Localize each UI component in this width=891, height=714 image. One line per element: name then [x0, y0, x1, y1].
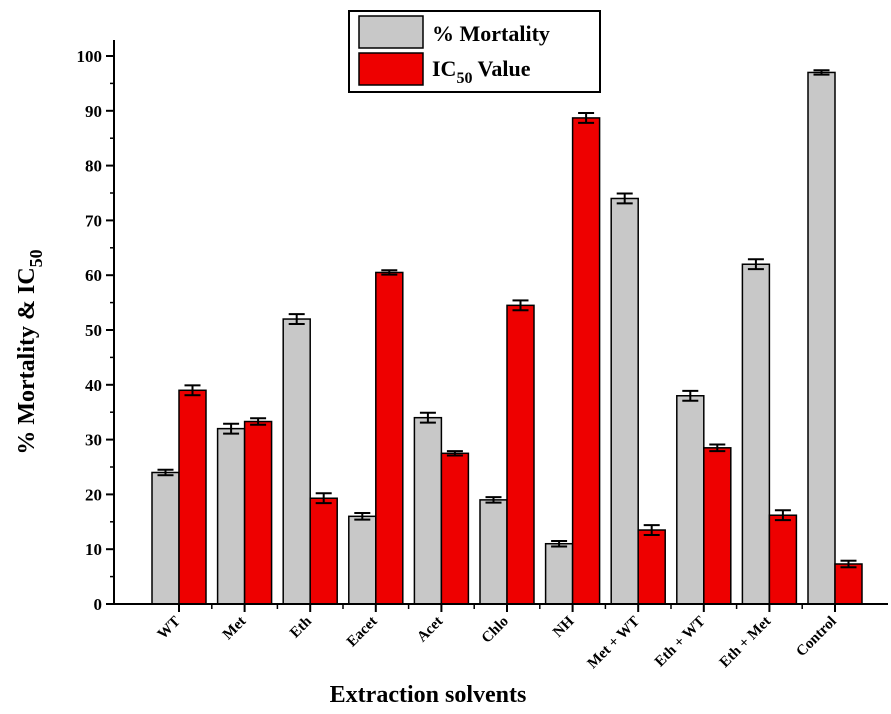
x-axis-title: Extraction solvents: [330, 682, 527, 708]
bar-mortality: [676, 395, 705, 605]
bar-ic50: [309, 497, 338, 605]
bar-mortality: [741, 263, 771, 605]
legend-label-mortality: % Mortality: [432, 21, 550, 46]
x-tick-label: WT: [155, 614, 184, 643]
bar-mortality: [282, 318, 311, 605]
x-tick-label: Acet: [414, 614, 446, 646]
bar-mortality: [807, 71, 836, 605]
bar-mortality: [413, 416, 443, 605]
x-axis-ticks: WT Met Eth Eacet Acet Chlo NH Met + WT Eth + WT E…: [155, 604, 840, 672]
x-tick-label: NH: [550, 613, 577, 640]
bar-ic50: [834, 563, 863, 605]
bar-ic50: [375, 271, 404, 605]
bar-mortality: [216, 427, 246, 605]
bar-ic50: [440, 452, 470, 605]
x-tick-label: Eth + Met: [717, 614, 774, 671]
y-tick-label: 60: [85, 266, 102, 285]
bar-mortality: [544, 542, 574, 605]
x-tick-label: Eth + WT: [652, 614, 709, 671]
bar-ic50: [243, 420, 273, 605]
bar-mortality: [348, 515, 377, 605]
legend-label-ic50-suffix: Value: [472, 56, 530, 81]
legend-swatch-ic50: [358, 52, 424, 86]
legend-label-ic50: IC50 Value: [432, 56, 531, 87]
y-tick-label: 20: [85, 485, 102, 504]
bar-ic50: [703, 447, 732, 605]
y-axis-ticks: 0 10 20 30 40 50 60 70 80 90 100: [77, 47, 114, 614]
legend-swatch-mortality: [358, 15, 424, 49]
bar-ic50: [178, 389, 207, 605]
bar-ic50: [637, 529, 666, 605]
y-tick-label: 80: [85, 157, 102, 176]
y-axis-title-subscript: 50: [26, 249, 46, 267]
bar-ic50: [571, 117, 601, 605]
x-tick-label: Eacet: [344, 614, 381, 651]
y-tick-label: 70: [85, 211, 102, 230]
x-tick-label: Chlo: [479, 614, 512, 647]
y-tick-label: 30: [85, 431, 102, 450]
y-tick-label: 50: [85, 321, 102, 340]
bar-mortality: [610, 197, 639, 605]
bar-mortality: [151, 471, 180, 605]
y-axis-title: % Mortality & IC50: [14, 249, 46, 454]
legend-label-ic50-subscript: 50: [456, 70, 472, 87]
x-tick-label: Control: [793, 614, 839, 660]
y-tick-label: 90: [85, 102, 102, 121]
bar-ic50: [506, 304, 535, 605]
legend-label-ic50-prefix: IC: [432, 56, 456, 81]
y-tick-label: 10: [85, 540, 102, 559]
x-tick-label: Met + WT: [585, 614, 643, 672]
y-tick-label: 100: [77, 47, 103, 66]
y-axis-title-main: % Mortality & IC: [14, 267, 40, 454]
x-tick-label: Met: [220, 614, 250, 644]
y-tick-label: 40: [85, 376, 102, 395]
bar-mortality: [479, 499, 508, 605]
x-tick-label: Eth: [287, 613, 315, 641]
bar-ic50: [768, 514, 798, 605]
y-tick-label: 0: [94, 595, 103, 614]
legend: % Mortality IC50 Value: [348, 10, 601, 93]
bars-group: [151, 69, 863, 605]
